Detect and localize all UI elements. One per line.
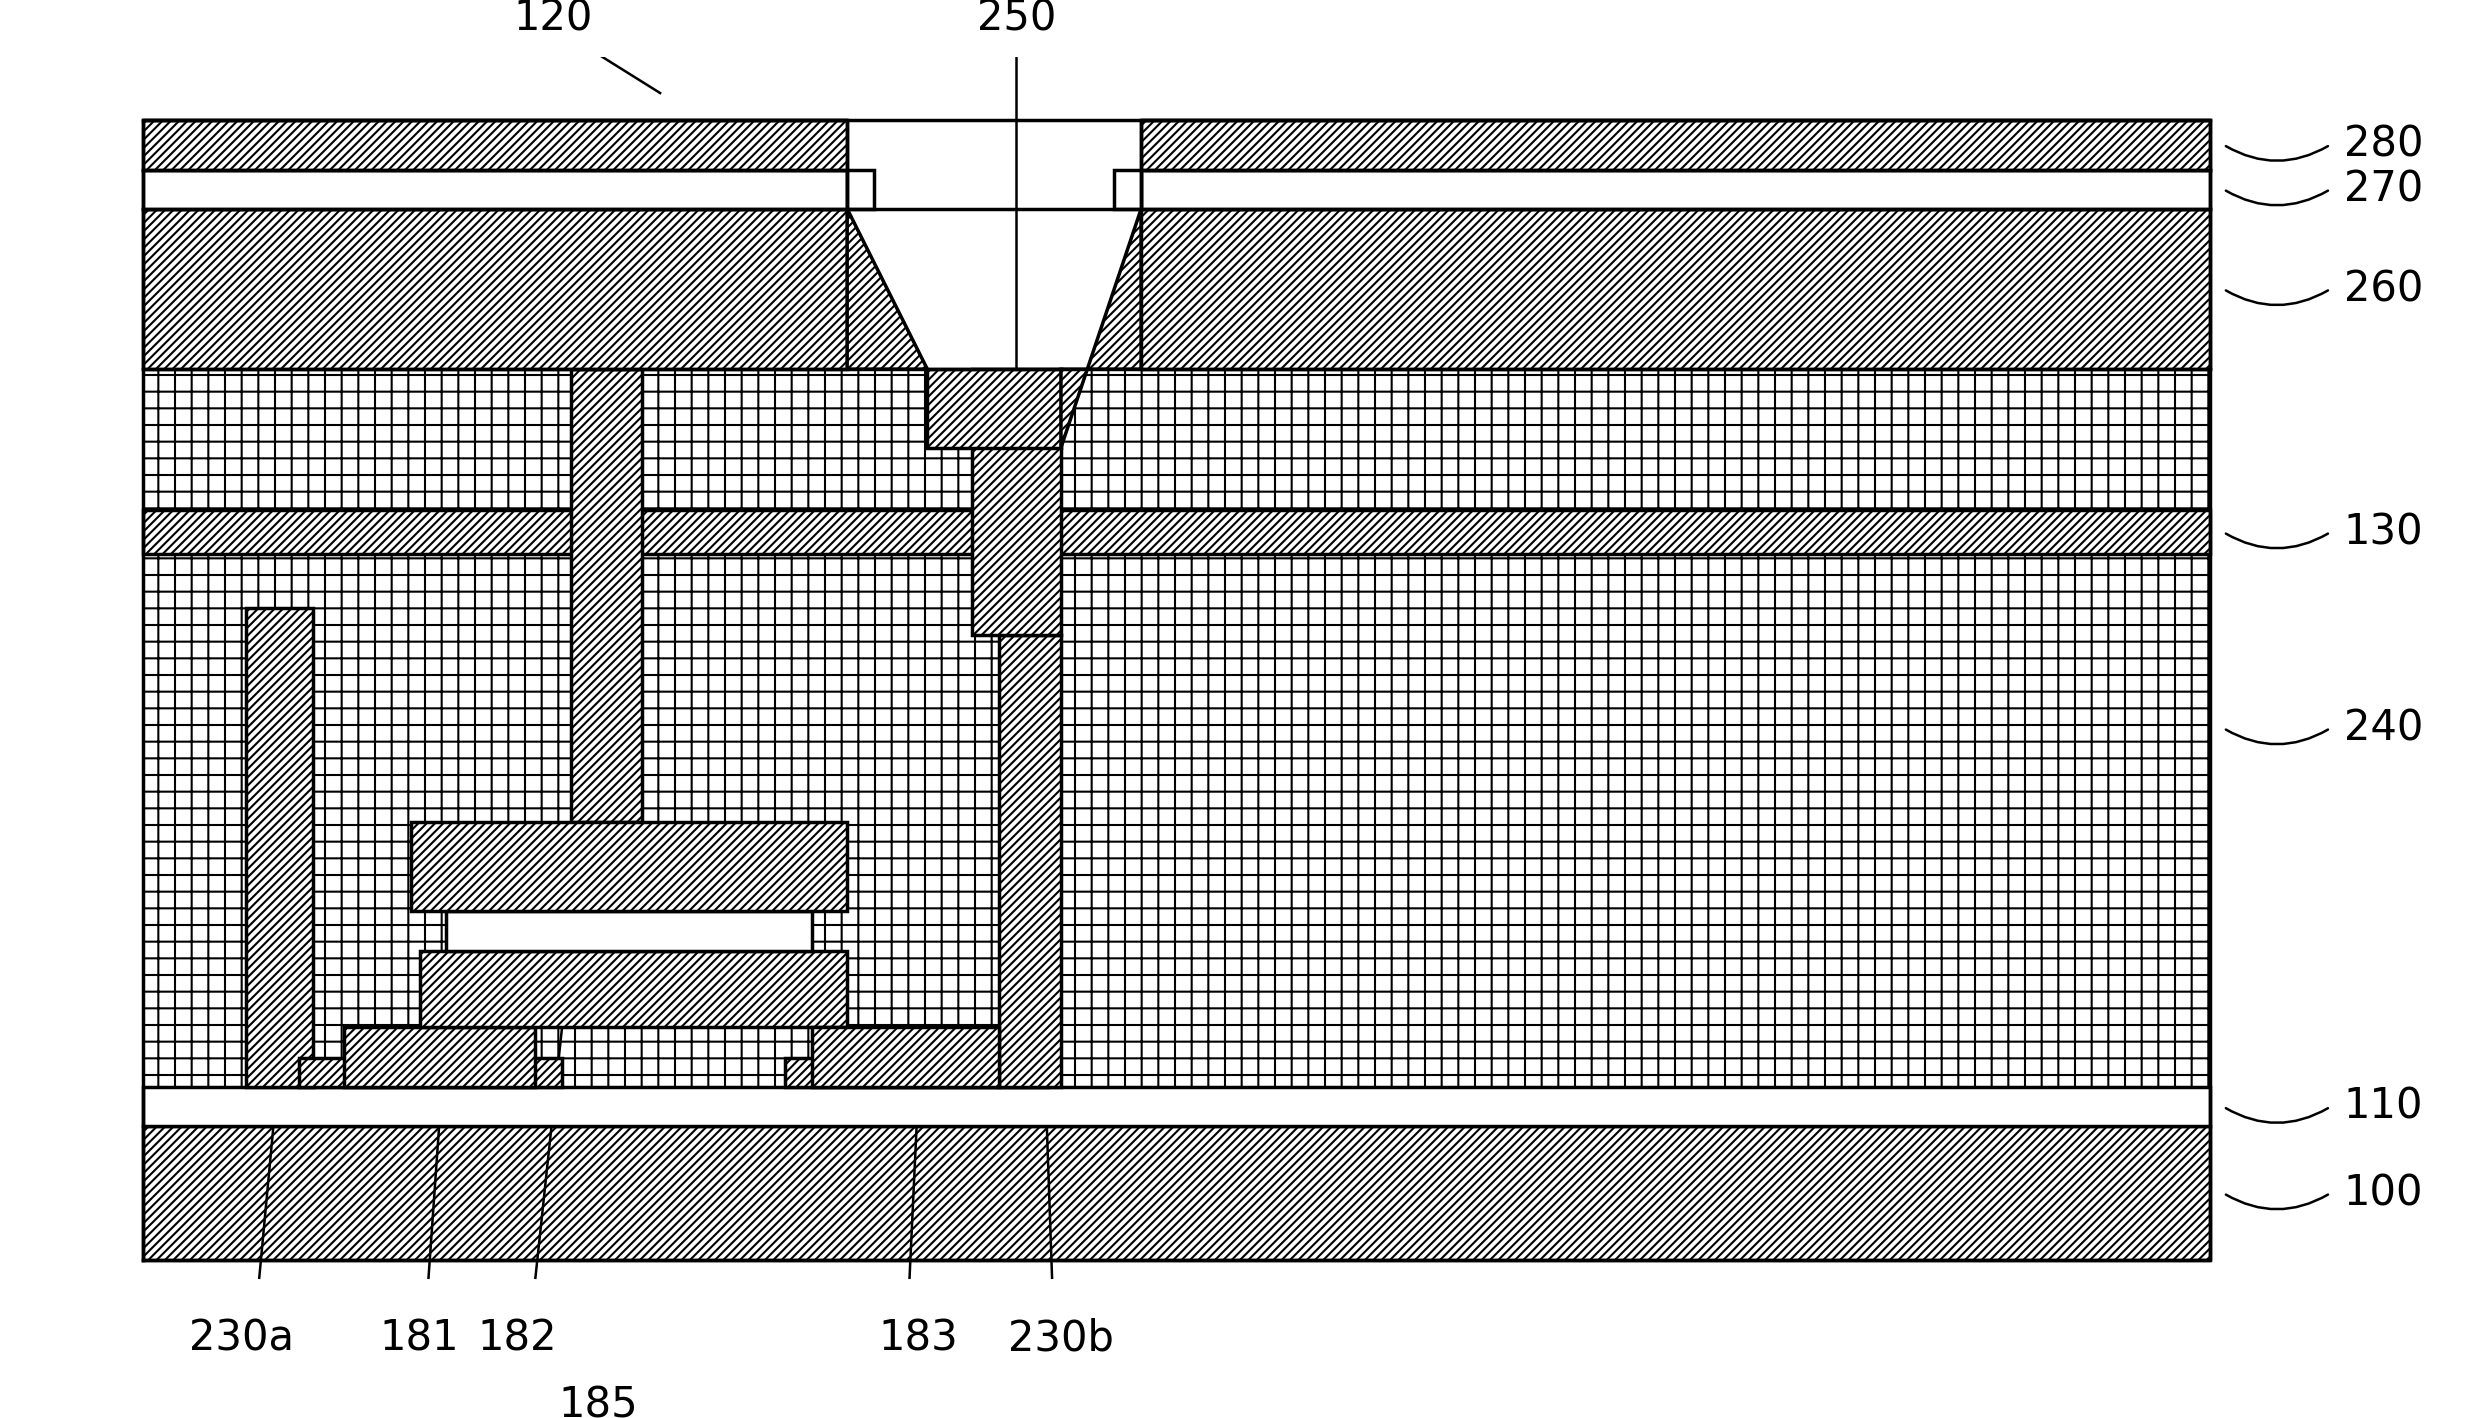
Polygon shape — [973, 369, 1062, 635]
Polygon shape — [144, 1126, 2211, 1261]
Polygon shape — [144, 119, 846, 170]
Polygon shape — [1141, 170, 2211, 208]
Polygon shape — [144, 369, 2211, 1088]
Text: 120: 120 — [514, 0, 593, 40]
Text: 240: 240 — [2345, 708, 2424, 749]
Text: 260: 260 — [2345, 268, 2424, 311]
Polygon shape — [412, 821, 846, 910]
Polygon shape — [447, 910, 811, 951]
Polygon shape — [419, 951, 846, 1027]
Polygon shape — [846, 208, 928, 369]
Text: 110: 110 — [2345, 1086, 2424, 1127]
Polygon shape — [1000, 635, 1062, 1088]
Text: 100: 100 — [2345, 1173, 2424, 1214]
Text: 230a: 230a — [189, 1317, 293, 1360]
Text: 130: 130 — [2345, 512, 2424, 553]
Polygon shape — [144, 1088, 2211, 1126]
Polygon shape — [1141, 208, 2211, 369]
Text: 280: 280 — [2345, 123, 2424, 166]
Polygon shape — [144, 510, 2211, 554]
Polygon shape — [246, 608, 313, 1088]
Text: 230b: 230b — [1007, 1317, 1114, 1360]
Polygon shape — [1141, 119, 2211, 170]
Polygon shape — [144, 208, 846, 369]
Polygon shape — [144, 170, 846, 208]
Polygon shape — [1062, 208, 1141, 448]
Polygon shape — [1114, 170, 1141, 208]
Polygon shape — [345, 1027, 536, 1088]
Text: 250: 250 — [978, 0, 1057, 40]
Polygon shape — [928, 369, 1062, 448]
Polygon shape — [571, 369, 643, 821]
Polygon shape — [300, 1058, 563, 1088]
Polygon shape — [811, 1027, 1000, 1088]
Text: 181: 181 — [380, 1317, 459, 1360]
Polygon shape — [846, 170, 873, 208]
Polygon shape — [784, 1058, 1047, 1088]
Text: 183: 183 — [878, 1317, 958, 1360]
Text: 270: 270 — [2345, 169, 2424, 210]
Text: 182: 182 — [479, 1317, 558, 1360]
Text: 185: 185 — [558, 1385, 638, 1418]
